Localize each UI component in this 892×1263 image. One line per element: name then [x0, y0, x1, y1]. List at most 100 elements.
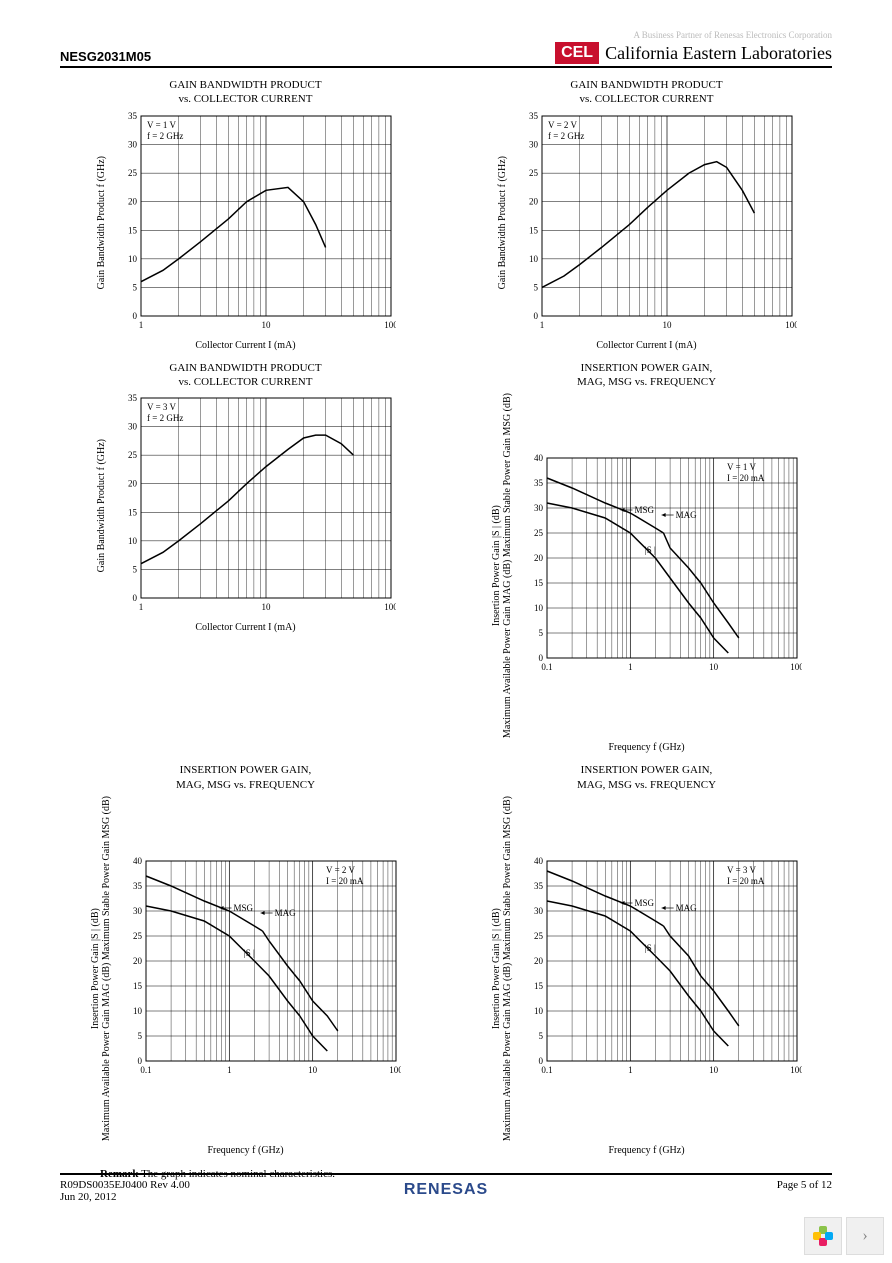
svg-text:MSG: MSG — [635, 898, 655, 908]
svg-text:20: 20 — [534, 956, 544, 966]
pinwheel-icon — [813, 1226, 833, 1246]
chart-wrap-4: Insertion Power Gain |S | (dB) Maximum A… — [90, 796, 401, 1141]
chart-wrap-3: Insertion Power Gain |S | (dB) Maximum A… — [491, 393, 802, 738]
cel-logo-icon: CEL — [555, 42, 599, 64]
svg-text:5: 5 — [533, 282, 538, 292]
svg-text:10: 10 — [261, 602, 271, 612]
svg-text:10: 10 — [662, 320, 672, 330]
svg-text:25: 25 — [529, 168, 539, 178]
svg-text:20: 20 — [534, 553, 544, 563]
chart-title-0: GAIN BANDWIDTH PRODUCTvs. COLLECTOR CURR… — [169, 78, 321, 107]
svg-text:0.1: 0.1 — [140, 1065, 151, 1075]
renesas-logo: RENESAS — [404, 1181, 488, 1198]
svg-text:30: 30 — [529, 139, 539, 149]
doc-date: Jun 20, 2012 — [60, 1191, 190, 1203]
chart-cell-2: GAIN BANDWIDTH PRODUCTvs. COLLECTOR CURR… — [60, 361, 431, 754]
chart-title-4: INSERTION POWER GAIN,MAG, MSG vs. FREQUE… — [176, 763, 315, 792]
svg-text:15: 15 — [133, 981, 143, 991]
chart-ylabel-1: Gain Bandwidth Product f (GHz) — [497, 156, 508, 289]
svg-text:10: 10 — [534, 603, 544, 613]
chart-wrap-2: Gain Bandwidth Product f (GHz) 051015202… — [96, 393, 396, 618]
svg-text:25: 25 — [128, 168, 138, 178]
chart-title-1: GAIN BANDWIDTH PRODUCTvs. COLLECTOR CURR… — [570, 78, 722, 107]
svg-text:V = 1 V: V = 1 V — [147, 120, 177, 130]
svg-text:1: 1 — [628, 1065, 633, 1075]
next-page-button[interactable]: › — [846, 1217, 884, 1255]
chart-ylabel-5: Insertion Power Gain |S | (dB) Maximum A… — [491, 796, 513, 1141]
svg-text:5: 5 — [132, 282, 137, 292]
part-number: NESG2031M05 — [60, 49, 151, 64]
svg-text:0: 0 — [132, 311, 137, 321]
svg-text:35: 35 — [534, 881, 544, 891]
chart-xlabel-5: Frequency f (GHz) — [608, 1145, 684, 1156]
svg-text:10: 10 — [308, 1065, 318, 1075]
chart-xlabel-1: Collector Current I (mA) — [596, 340, 696, 351]
svg-text:20: 20 — [529, 196, 539, 206]
page-header: NESG2031M05 A Business Partner of Renesa… — [60, 30, 832, 68]
chart-xlabel-3: Frequency f (GHz) — [608, 742, 684, 753]
charts-grid: GAIN BANDWIDTH PRODUCTvs. COLLECTOR CURR… — [60, 78, 832, 1156]
svg-text:30: 30 — [534, 906, 544, 916]
svg-text:V = 1 V: V = 1 V — [727, 462, 757, 472]
chart-ylabel-0: Gain Bandwidth Product f (GHz) — [96, 156, 107, 289]
svg-text:100: 100 — [384, 320, 396, 330]
chart-wrap-0: Gain Bandwidth Product f (GHz) 051015202… — [96, 111, 396, 336]
svg-text:35: 35 — [529, 111, 539, 121]
svg-text:30: 30 — [128, 139, 138, 149]
footer-left: R09DS0035EJ0400 Rev 4.00 Jun 20, 2012 — [60, 1179, 190, 1203]
header-right: A Business Partner of Renesas Electronic… — [555, 30, 832, 64]
home-button[interactable] — [804, 1217, 842, 1255]
svg-text:20: 20 — [128, 196, 138, 206]
svg-text:1: 1 — [227, 1065, 232, 1075]
svg-text:MAG: MAG — [676, 903, 698, 913]
svg-text:f = 2 GHz: f = 2 GHz — [147, 413, 183, 423]
svg-text:15: 15 — [534, 981, 544, 991]
svg-text:5: 5 — [138, 1031, 143, 1041]
svg-text:30: 30 — [128, 422, 138, 432]
svg-text:10: 10 — [534, 1006, 544, 1016]
svg-text:MSG: MSG — [234, 903, 254, 913]
svg-text:MAG: MAG — [275, 908, 297, 918]
svg-text:100: 100 — [389, 1065, 401, 1075]
chevron-right-icon: › — [862, 1227, 867, 1245]
chart-title-2: GAIN BANDWIDTH PRODUCTvs. COLLECTOR CURR… — [169, 361, 321, 390]
chart-wrap-1: Gain Bandwidth Product f (GHz) 0 5 10 15 20 2… — [497, 111, 797, 336]
business-partner-text: A Business Partner of Renesas Electronic… — [555, 30, 832, 40]
datasheet-page: NESG2031M05 A Business Partner of Renesa… — [0, 0, 892, 1263]
chart-xlabel-4: Frequency f (GHz) — [207, 1145, 283, 1156]
svg-text:15: 15 — [529, 225, 539, 235]
page-footer: R09DS0035EJ0400 Rev 4.00 Jun 20, 2012 RE… — [60, 1173, 832, 1203]
svg-text:25: 25 — [534, 931, 544, 941]
svg-text:V = 2 V: V = 2 V — [548, 120, 578, 130]
svg-text:40: 40 — [534, 453, 544, 463]
svg-text:15: 15 — [534, 578, 544, 588]
svg-text:V = 3 V: V = 3 V — [147, 402, 177, 412]
svg-text:35: 35 — [128, 111, 138, 121]
svg-text:10: 10 — [133, 1006, 143, 1016]
svg-text:|S |: |S | — [645, 943, 656, 953]
svg-text:20: 20 — [133, 956, 143, 966]
svg-text:35: 35 — [133, 881, 143, 891]
svg-text:25: 25 — [534, 528, 544, 538]
svg-text:V = 2 V: V = 2 V — [326, 865, 356, 875]
svg-text:20: 20 — [128, 479, 138, 489]
svg-text:10: 10 — [261, 320, 271, 330]
svg-text:35: 35 — [128, 393, 138, 403]
svg-text:0: 0 — [533, 311, 538, 321]
cel-company-name: California Eastern Laboratories — [605, 43, 832, 64]
chart-cell-3: INSERTION POWER GAIN,MAG, MSG vs. FREQUE… — [461, 361, 832, 754]
chart-title-3: INSERTION POWER GAIN,MAG, MSG vs. FREQUE… — [577, 361, 716, 390]
svg-text:35: 35 — [534, 478, 544, 488]
svg-text:100: 100 — [790, 1065, 802, 1075]
svg-text:10: 10 — [709, 1065, 719, 1075]
footer-brand: RENESAS — [404, 1181, 488, 1199]
svg-text:25: 25 — [133, 931, 143, 941]
chart-cell-5: INSERTION POWER GAIN,MAG, MSG vs. FREQUE… — [461, 763, 832, 1156]
svg-text:30: 30 — [133, 906, 143, 916]
chart-xlabel-2: Collector Current I (mA) — [195, 622, 295, 633]
chart-1: 05101520253035110100V = 2 Vf = 2 GHz — [512, 111, 797, 336]
svg-text:I = 20 mA: I = 20 mA — [326, 876, 364, 886]
svg-text:V = 3 V: V = 3 V — [727, 865, 757, 875]
chart-4: 05101520253035400.1110100V = 2 VI = 20 m… — [116, 856, 401, 1081]
svg-text:1: 1 — [138, 320, 143, 330]
